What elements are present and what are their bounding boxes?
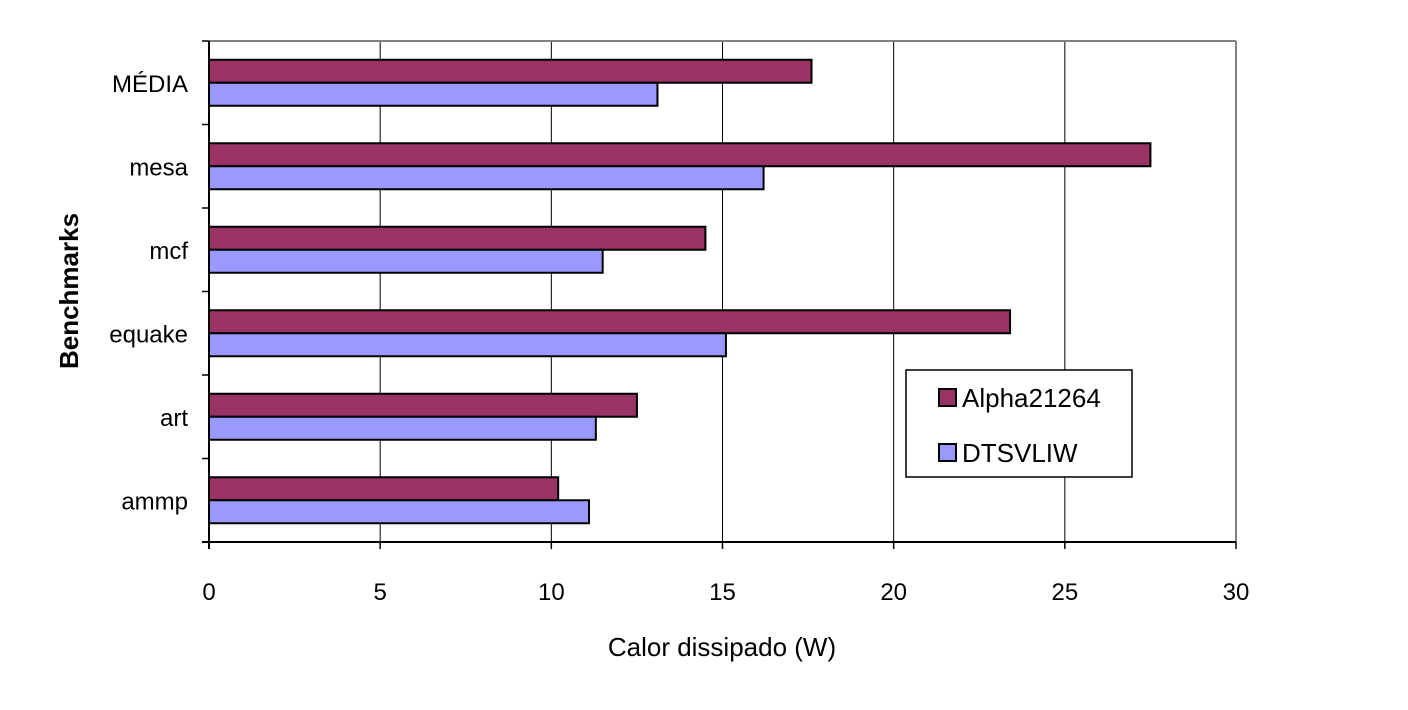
bar-dtsvliw-ammp: [208, 499, 590, 525]
y-tick-label-mcf: mcf: [149, 238, 188, 265]
x-tick-label-10: 10: [538, 579, 565, 606]
bar-alpha21264-equake: [208, 309, 1012, 335]
legend: Alpha21264 DTSVLIW: [905, 369, 1133, 478]
bar-dtsvliw-média: [208, 81, 659, 107]
y-tick-label-MÉDIA: MÉDIA: [112, 71, 188, 98]
bar-dtsvliw-mcf: [208, 248, 604, 274]
x-tick-label-25: 25: [1051, 579, 1078, 606]
bar-alpha21264-ammp: [208, 476, 560, 502]
bar-dtsvliw-art: [208, 415, 597, 441]
bar-alpha21264-mcf: [208, 225, 707, 251]
y-tick-label-art: art: [160, 405, 188, 432]
bar-alpha21264-mesa: [208, 142, 1152, 168]
legend-label-dtsvliw: DTSVLIW: [962, 438, 1078, 468]
x-tick-label-0: 0: [202, 579, 215, 606]
x-tick-label-15: 15: [709, 579, 736, 606]
bar-dtsvliw-mesa: [208, 165, 765, 191]
legend-label-alpha21264: Alpha21264: [962, 383, 1101, 413]
axes: [202, 40, 1237, 549]
x-tick-label-20: 20: [880, 579, 907, 606]
legend-swatch-alpha21264: [938, 388, 957, 407]
bar-alpha21264-média: [208, 58, 813, 84]
bar-dtsvliw-equake: [208, 332, 727, 358]
bar-alpha21264-art: [208, 392, 638, 418]
legend-swatch-dtsvliw: [938, 443, 957, 462]
y-tick-label-ammp: ammp: [121, 488, 188, 515]
y-tick-label-equake: equake: [109, 321, 188, 348]
y-axis-title: Benchmarks: [54, 213, 84, 369]
y-tick-label-mesa: mesa: [129, 154, 188, 181]
x-axis-title: Calor dissipado (W): [608, 632, 836, 662]
x-tick-label-5: 5: [373, 579, 386, 606]
tick-labels: 0 5 10 15 20 25 30 ammp art equake mcf mesa MÉDIA: [109, 71, 1249, 606]
x-tick-label-30: 30: [1223, 579, 1250, 606]
